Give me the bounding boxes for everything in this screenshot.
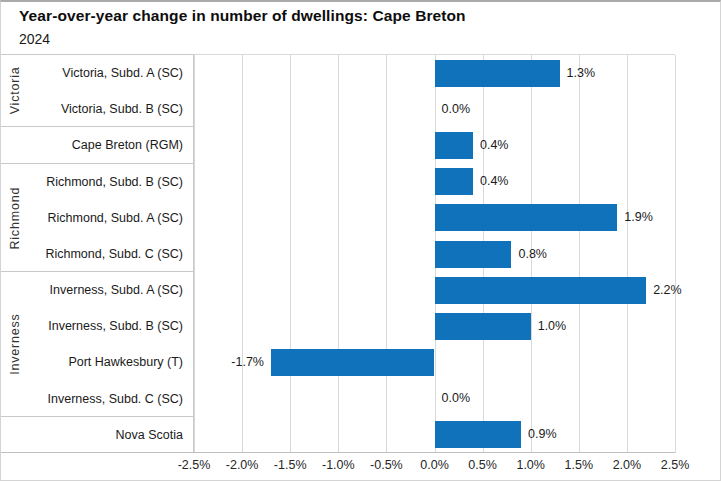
bar-value-label: 2.2% xyxy=(653,283,682,297)
bar xyxy=(271,349,435,376)
category-label: Victoria, Subd. B (SC) xyxy=(1,91,193,127)
bar-value-label: 1.3% xyxy=(567,66,596,80)
group-label: Victoria xyxy=(6,55,23,126)
bar-value-label: 0.4% xyxy=(480,174,509,188)
category-label: Inverness, Subd. A (SC) xyxy=(1,272,193,308)
x-tick-label: 2.0% xyxy=(613,458,642,472)
chart-title: Year-over-year change in number of dwell… xyxy=(19,7,466,25)
chart-subtitle: 2024 xyxy=(19,31,50,47)
bar xyxy=(435,168,473,195)
group-box: Cape Breton (RGM) xyxy=(1,127,193,163)
x-tick-label: -0.5% xyxy=(370,458,403,472)
bar xyxy=(435,241,512,268)
bar-value-label: 1.9% xyxy=(624,210,653,224)
bar xyxy=(435,132,473,159)
x-tick-label: 1.5% xyxy=(565,458,594,472)
bar xyxy=(435,60,560,87)
group-box: VictoriaVictoria, Subd. A (SC)Victoria, … xyxy=(1,55,193,127)
category-label: Port Hawkesbury (T) xyxy=(1,344,193,380)
category-label: Richmond, Subd. B (SC) xyxy=(1,164,193,200)
bar-value-label: 0.4% xyxy=(480,138,509,152)
x-tick-label: -2.0% xyxy=(226,458,259,472)
gridline xyxy=(242,55,243,453)
gridline xyxy=(290,55,291,453)
dwellings-bar-chart: Year-over-year change in number of dwell… xyxy=(0,0,721,481)
x-tick-label: 2.5% xyxy=(661,458,690,472)
bar xyxy=(435,277,647,304)
category-axis: VictoriaVictoria, Subd. A (SC)Victoria, … xyxy=(1,54,194,452)
x-axis-line xyxy=(1,452,675,453)
x-tick-label: -2.5% xyxy=(178,458,211,472)
bar-value-label: 0.0% xyxy=(442,391,471,405)
category-label: Cape Breton (RGM) xyxy=(1,127,193,163)
category-label: Victoria, Subd. A (SC) xyxy=(1,55,193,91)
gridline xyxy=(386,55,387,453)
gridline xyxy=(675,55,676,453)
x-tick-label: 1.0% xyxy=(516,458,545,472)
group-label: Inverness xyxy=(6,272,23,416)
x-tick-label: -1.5% xyxy=(274,458,307,472)
x-tick-label: -1.0% xyxy=(322,458,355,472)
bar-value-label: 0.8% xyxy=(518,247,547,261)
category-label: Nova Scotia xyxy=(1,417,193,453)
gridline xyxy=(579,55,580,453)
x-tick-label: 0.0% xyxy=(420,458,449,472)
gridline xyxy=(194,55,195,453)
bar-value-label: 0.9% xyxy=(528,427,557,441)
group-box: InvernessInverness, Subd. A (SC)Invernes… xyxy=(1,272,193,417)
bar-value-label: 0.0% xyxy=(442,102,471,116)
category-label: Inverness, Subd. C (SC) xyxy=(1,381,193,417)
x-tick-label: 0.5% xyxy=(468,458,497,472)
plot-area: 1.3%0.0%0.4%0.4%1.9%0.8%2.2%1.0%-1.7%0.0… xyxy=(194,54,675,453)
group-box: RichmondRichmond, Subd. B (SC)Richmond, … xyxy=(1,164,193,273)
gridline xyxy=(338,55,339,453)
category-label: Richmond, Subd. A (SC) xyxy=(1,200,193,236)
category-label: Inverness, Subd. B (SC) xyxy=(1,308,193,344)
bar xyxy=(435,421,522,448)
group-label: Richmond xyxy=(6,164,23,272)
bar xyxy=(435,204,618,231)
gridline xyxy=(627,55,628,453)
bar xyxy=(435,313,531,340)
group-box: Nova Scotia xyxy=(1,417,193,453)
bar-value-label: -1.7% xyxy=(231,355,264,369)
category-label: Richmond, Subd. C (SC) xyxy=(1,236,193,272)
bar-value-label: 1.0% xyxy=(538,319,567,333)
x-axis: -2.5%-2.0%-1.5%-1.0%-0.5%0.0%0.5%1.0%1.5… xyxy=(194,458,675,474)
